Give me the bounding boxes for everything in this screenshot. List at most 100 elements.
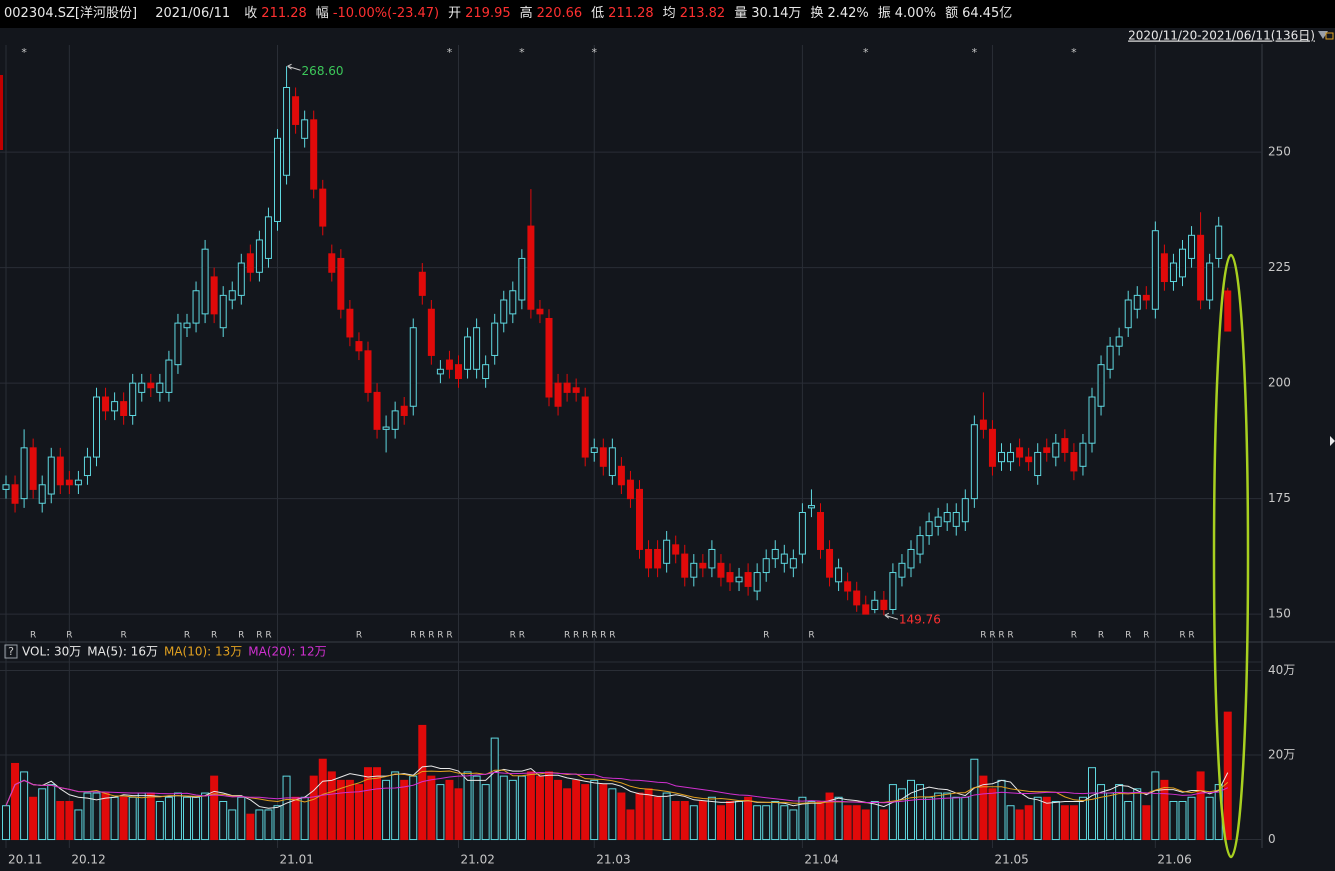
volume-bar — [1078, 796, 1087, 841]
star-marker: * — [863, 46, 869, 59]
volume-bar — [1088, 767, 1096, 841]
volume-bar — [255, 809, 264, 841]
candle-body — [780, 553, 788, 564]
volume-bar — [952, 796, 961, 841]
r-marker: R — [1071, 631, 1077, 641]
candle-body — [1106, 345, 1114, 370]
candle-body — [83, 456, 91, 477]
candle-body — [418, 271, 426, 296]
volume-bar — [192, 796, 201, 841]
volume-bar — [490, 737, 499, 841]
candle-body — [74, 479, 82, 486]
volume-bar — [716, 805, 725, 841]
candle-body — [1079, 442, 1087, 467]
r-marker: R — [582, 631, 588, 641]
volume-bar — [1124, 801, 1133, 841]
candle-body — [1115, 336, 1123, 347]
volume-bar — [11, 762, 20, 841]
r-marker: R — [1143, 631, 1149, 641]
volume-bar — [327, 771, 336, 841]
ma-line — [5, 769, 1229, 806]
lock-icon[interactable] — [1325, 32, 1334, 40]
volume-bar — [707, 796, 716, 841]
volume-bar — [726, 801, 734, 841]
date-range[interactable]: 2020/11/20-2021/06/11(136日) — [1128, 29, 1315, 43]
candle-body — [147, 382, 155, 389]
volume-bar — [888, 784, 897, 841]
volume-bar — [246, 813, 255, 841]
volume-bar — [970, 758, 979, 841]
volume-bar — [418, 724, 427, 841]
volume-bar — [1169, 801, 1178, 841]
quote-label: 开 — [448, 6, 462, 21]
volume-bar — [554, 779, 563, 841]
volume-bar — [1196, 771, 1205, 841]
volume-bar — [155, 801, 164, 841]
volume-bar — [364, 767, 372, 841]
r-marker: R — [238, 631, 244, 641]
candle-body — [274, 137, 281, 222]
r-marker: R — [256, 631, 262, 641]
candle-body — [1215, 225, 1223, 259]
candle-body — [255, 239, 263, 273]
candle-body — [1151, 230, 1159, 310]
quote-value: 220.66 — [536, 6, 583, 21]
expand-arrow[interactable] — [1330, 436, 1335, 446]
volume-bar — [282, 775, 291, 841]
volume-bar — [535, 775, 544, 841]
quote-label: 均 — [662, 6, 676, 21]
r-marker: R — [428, 631, 434, 641]
candle-body — [753, 572, 761, 592]
volume-bar — [1142, 805, 1151, 841]
candle-body — [717, 562, 725, 578]
y-tick-label: 200 — [1268, 376, 1291, 390]
candle-body — [165, 359, 173, 393]
volume-bar — [689, 805, 698, 841]
volume-bar — [526, 771, 535, 841]
y-tick-label: 175 — [1268, 491, 1291, 505]
x-tick-label: 21.05 — [994, 853, 1028, 867]
candle-body — [1097, 364, 1105, 407]
volume-bar — [445, 779, 454, 841]
candle-body — [455, 364, 462, 380]
r-marker: R — [519, 631, 525, 641]
header-bar: 002304.SZ[洋河股份] 2021/06/11 收 211.28 幅 -10.0… — [0, 0, 1335, 28]
volume-bar — [119, 796, 128, 841]
candle-body — [427, 308, 435, 356]
grid: 150 175 200 225 250 0 20万 40万 20.11 20.12 21.01 21.… — [0, 45, 1295, 867]
r-marker: R — [211, 631, 217, 641]
candle-body — [1025, 456, 1033, 463]
volume-bar — [472, 775, 481, 841]
volume-bar — [599, 784, 608, 841]
volume-bar — [2, 805, 10, 841]
r-marker: R — [1098, 631, 1104, 641]
volume-bar — [382, 779, 391, 841]
volume-bar — [789, 809, 798, 841]
candle-body — [726, 572, 734, 583]
r-marker: R — [1179, 631, 1185, 641]
candle-body — [536, 308, 544, 315]
candle-body — [464, 336, 472, 370]
candle-body — [835, 567, 843, 583]
legend-entry: MA(5): 16万 — [87, 645, 158, 659]
volume-bar — [1178, 801, 1187, 841]
volume-bar — [762, 805, 771, 841]
volume-bar — [1151, 771, 1160, 841]
candle-body — [636, 488, 643, 550]
volume-bar — [807, 801, 816, 841]
volume-bar — [644, 788, 653, 841]
volume-bar — [780, 805, 789, 841]
r-marker: R — [30, 631, 36, 641]
candle-body — [880, 599, 888, 611]
volume-bar — [735, 801, 744, 841]
candle-body — [608, 447, 616, 477]
candle-body — [789, 558, 797, 569]
quote-value: 211.28 — [608, 6, 654, 21]
candle-body — [2, 484, 10, 490]
candle-body — [970, 424, 978, 500]
quote-label: 低 — [591, 6, 605, 21]
volume-bar — [38, 788, 47, 841]
volume-bar — [427, 775, 436, 841]
volume-bar — [834, 796, 843, 841]
